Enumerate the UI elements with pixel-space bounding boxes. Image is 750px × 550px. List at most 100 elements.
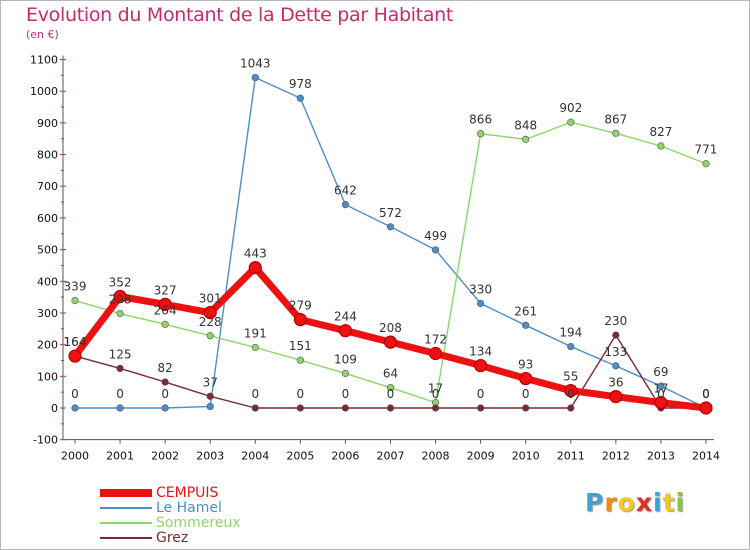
data-point-grez — [567, 404, 575, 412]
data-point-le-hamel — [567, 342, 575, 351]
data-point-cempuis — [564, 383, 578, 398]
y-tick-label: 500 — [37, 244, 58, 257]
logo-letter: t — [662, 488, 676, 517]
data-labels-layer: 0 0 0 1043 978 642 572 499 330 261 194 133 69 0 339 298… — [64, 57, 718, 401]
data-point-cempuis — [654, 396, 668, 410]
data-label-sommereux: 827 — [649, 125, 672, 139]
data-label-sommereux: 109 — [334, 352, 357, 366]
data-label-sommereux: 298 — [109, 293, 132, 307]
x-tick-label: 2005 — [286, 450, 314, 463]
x-tick-label: 2001 — [106, 450, 134, 463]
data-label-cempuis: 279 — [289, 299, 312, 313]
data-point-grez — [612, 331, 620, 339]
legend-label-cempuis: CEMPUIS — [156, 484, 219, 501]
data-point-sommereux — [71, 297, 79, 305]
data-point-le-hamel — [657, 382, 665, 390]
y-tick-label: -100 — [33, 434, 58, 447]
data-label-grez: 0 — [432, 387, 440, 401]
data-label-le-hamel: 499 — [424, 229, 447, 243]
y-tick-label: 1000 — [30, 85, 58, 98]
y-tick-label: 800 — [37, 149, 58, 162]
x-tick-label: 2003 — [196, 450, 224, 463]
legend-label-grez: Grez — [156, 529, 189, 546]
y-tick-label: 0 — [51, 402, 58, 415]
data-point-cempuis — [158, 297, 172, 312]
data-label-grez: 0 — [387, 387, 395, 401]
data-label-le-hamel: 978 — [289, 77, 312, 91]
legend-swatch-le-hamel — [100, 506, 152, 509]
data-point-le-hamel — [431, 246, 440, 254]
data-label-cempuis: 0 — [702, 387, 710, 401]
x-tick-label: 2010 — [512, 450, 540, 463]
data-point-le-hamel — [341, 201, 350, 209]
data-label-sommereux: 867 — [604, 112, 627, 126]
data-point-cempuis — [203, 306, 217, 320]
x-tick-label: 2006 — [331, 450, 359, 463]
chart-title: Evolution du Montant de la Dette par Hab… — [26, 4, 454, 26]
data-point-sommereux — [161, 320, 169, 328]
data-point-le-hamel — [612, 362, 620, 370]
logo-letter: P — [585, 488, 605, 517]
legend-item-sommereux: Sommereux — [100, 515, 241, 530]
x-tick-label: 2004 — [241, 450, 269, 463]
data-point-cempuis — [68, 349, 82, 363]
x-tick-label: 2009 — [467, 450, 495, 463]
data-point-sommereux — [657, 142, 665, 150]
data-point-cempuis — [474, 358, 488, 373]
legend-item-grez: Grez — [100, 530, 241, 545]
data-point-le-hamel — [161, 404, 169, 412]
data-label-sommereux: 264 — [154, 303, 177, 317]
data-point-cempuis — [248, 261, 262, 275]
data-point-cempuis — [519, 371, 533, 386]
data-label-grez: 230 — [604, 314, 627, 328]
data-label-grez: 82 — [157, 361, 172, 375]
data-point-grez — [341, 404, 350, 412]
data-point-sommereux — [567, 118, 575, 126]
data-point-cempuis — [383, 335, 398, 349]
legend: CEMPUIS Le Hamel Sommereux Grez — [100, 485, 241, 545]
x-tick-label: 2014 — [692, 450, 720, 463]
logo-letter: x — [635, 488, 653, 517]
data-label-cempuis: 172 — [424, 333, 447, 347]
data-label-sommereux: 17 — [428, 382, 443, 396]
data-label-cempuis: 134 — [469, 345, 492, 359]
logo-letter: o — [617, 488, 636, 517]
chart-unit-label: (en €) — [26, 28, 59, 41]
data-label-sommereux: 339 — [64, 280, 87, 294]
chart-axes: -100010020030040050060070080090010001100… — [30, 54, 720, 463]
data-point-grez — [477, 404, 485, 412]
data-label-sommereux: 64 — [383, 367, 398, 381]
series-layer — [68, 73, 713, 415]
data-label-cempuis: 244 — [334, 310, 357, 324]
data-label-le-hamel: 133 — [604, 345, 627, 359]
data-point-cempuis — [699, 401, 713, 415]
y-tick-label: 100 — [37, 370, 58, 383]
x-tick-label: 2007 — [376, 450, 404, 463]
data-label-le-hamel: 0 — [702, 387, 710, 401]
data-point-le-hamel — [522, 321, 530, 329]
legend-label-le-hamel: Le Hamel — [156, 499, 222, 516]
legend-label-sommereux: Sommereux — [156, 514, 241, 531]
data-label-sommereux: 866 — [469, 113, 492, 127]
data-label-le-hamel: 0 — [161, 387, 169, 401]
legend-swatch-grez — [100, 536, 152, 539]
data-label-le-hamel: 330 — [469, 282, 492, 296]
data-point-sommereux — [702, 160, 710, 168]
data-point-le-hamel — [251, 73, 259, 82]
data-label-grez: 0 — [251, 387, 259, 401]
data-point-sommereux — [612, 129, 620, 137]
data-label-grez: 0 — [477, 387, 485, 401]
data-label-sommereux: 771 — [695, 143, 718, 157]
data-point-sommereux — [251, 343, 259, 352]
data-point-cempuis — [609, 389, 623, 404]
legend-swatch-sommereux — [100, 521, 152, 524]
data-label-le-hamel: 642 — [334, 184, 357, 198]
legend-item-le-hamel: Le Hamel — [100, 500, 241, 515]
data-label-cempuis: 301 — [199, 292, 222, 306]
data-point-grez — [251, 404, 259, 412]
data-point-le-hamel — [206, 402, 214, 411]
data-label-sommereux: 151 — [289, 339, 312, 353]
x-tick-label: 2000 — [61, 450, 89, 463]
data-point-grez — [386, 404, 395, 412]
data-point-cempuis — [338, 324, 353, 338]
